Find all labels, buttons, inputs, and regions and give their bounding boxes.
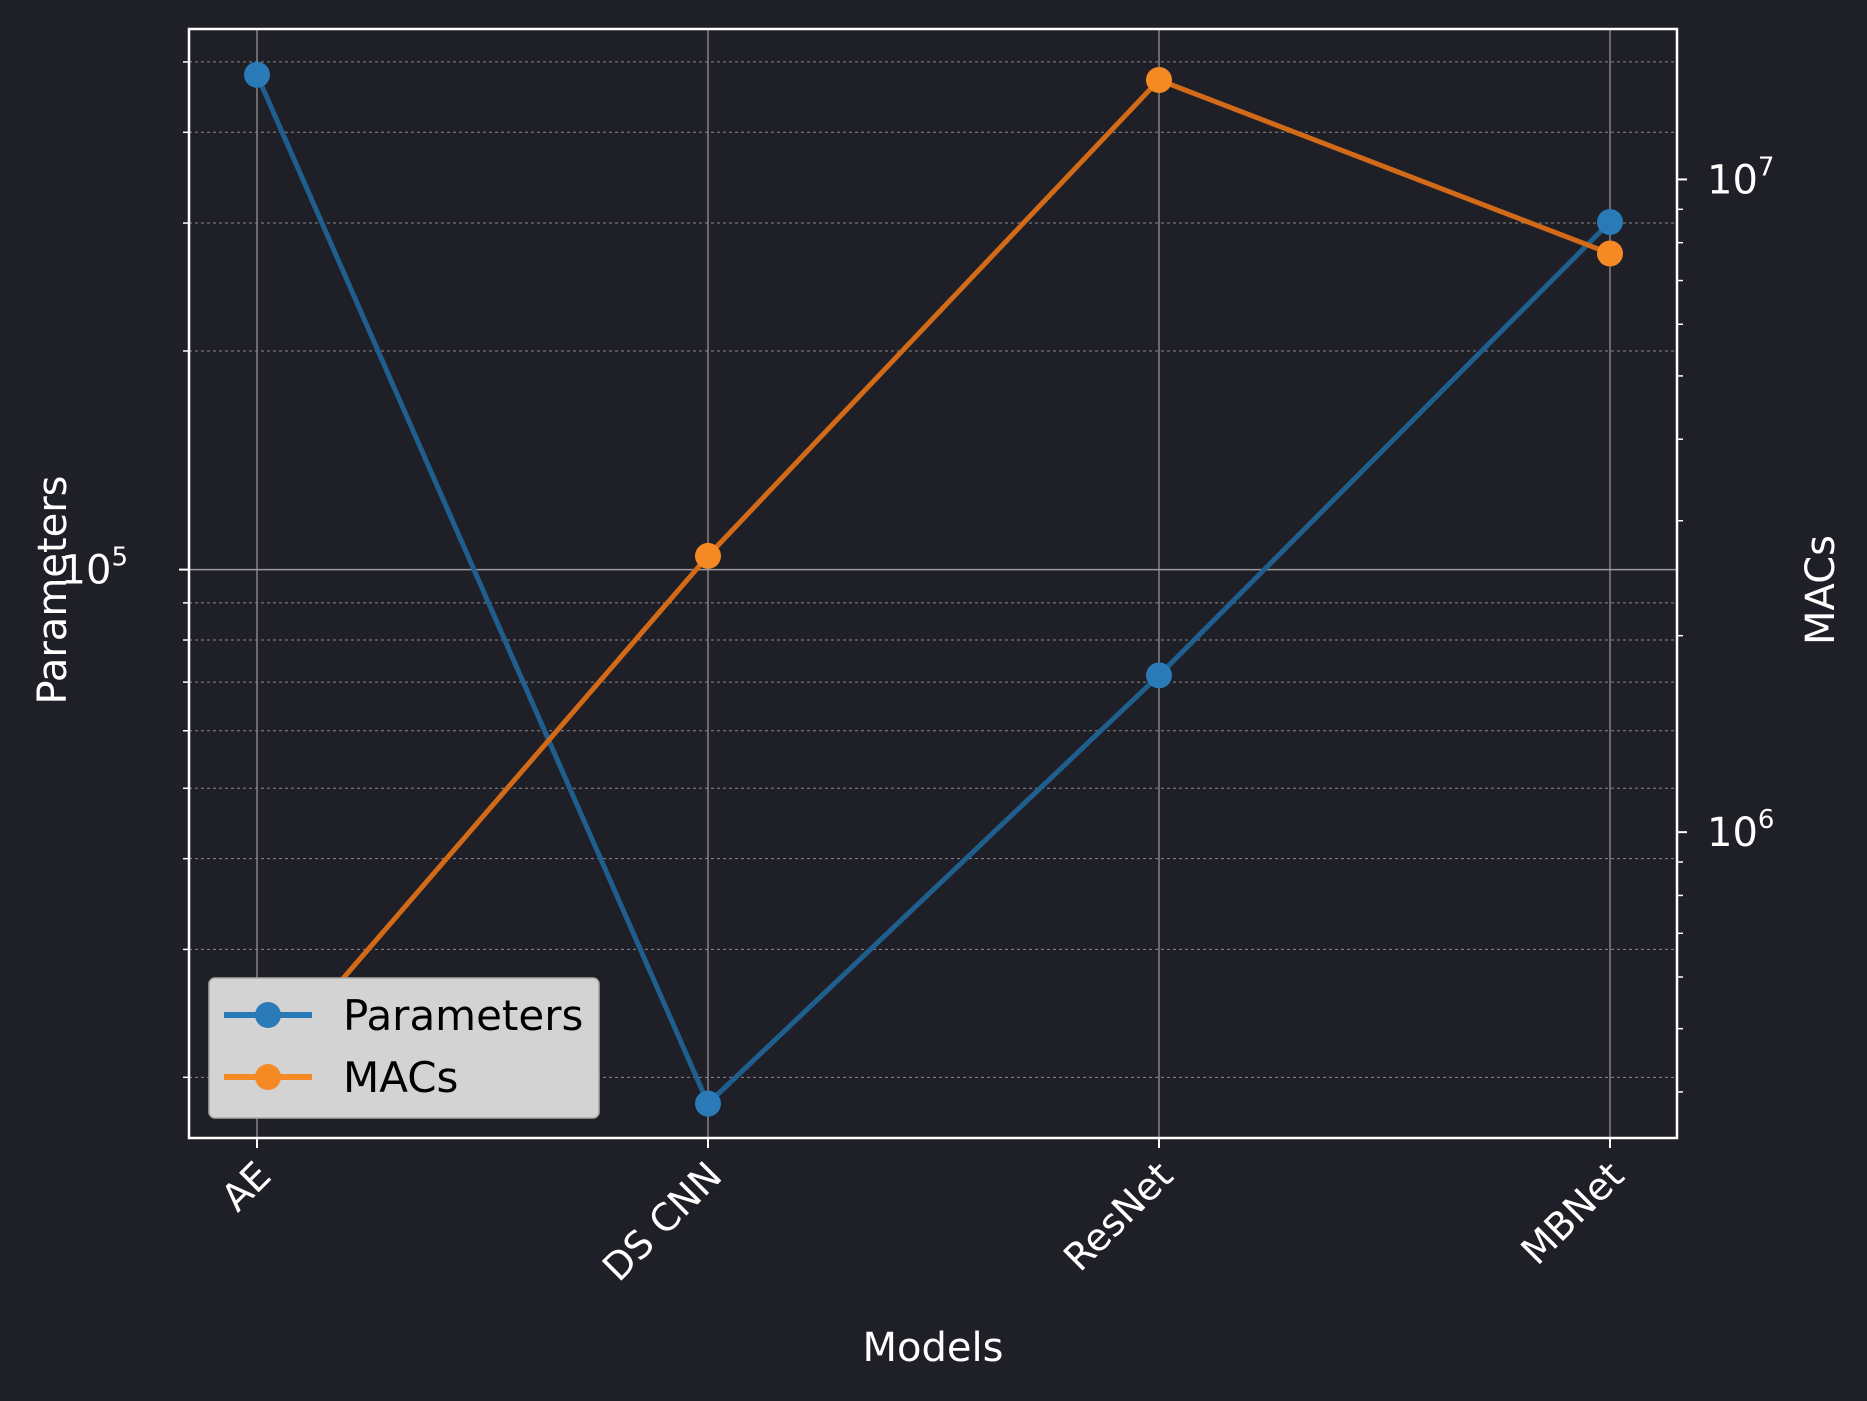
data-point-macs [1146, 67, 1172, 93]
plot-area-frame [187, 27, 1679, 1140]
series-layer [244, 61, 1623, 1117]
legend-macs-marker [255, 1064, 281, 1090]
data-point-parameters [244, 61, 270, 88]
series-line-macs [255, 77, 1611, 1080]
right-y-axis-title: MACs [1798, 535, 1844, 645]
legend: Parameters MACs [208, 977, 600, 1119]
series-line-parameters [254, 73, 1612, 1107]
legend-macs-label: MACs [343, 1053, 458, 1102]
legend-parameters-label: Parameters [343, 991, 583, 1040]
left-y-axis-title: Parameters [30, 476, 76, 705]
left-tick-label-exponent: 5 [111, 543, 128, 573]
data-point-macs [695, 542, 721, 569]
data-point-parameters [695, 1090, 721, 1117]
data-point-macs [1597, 240, 1623, 267]
data-point-parameters [1146, 662, 1172, 689]
right-tick-label-exponent: 6 [1758, 805, 1775, 835]
data-point-parameters [1597, 209, 1623, 235]
x-axis-title: Models [863, 1325, 1004, 1371]
legend-parameters-marker [255, 1002, 281, 1028]
grid-lines [189, 29, 1677, 1138]
right-tick-label-exponent: 7 [1758, 152, 1775, 182]
